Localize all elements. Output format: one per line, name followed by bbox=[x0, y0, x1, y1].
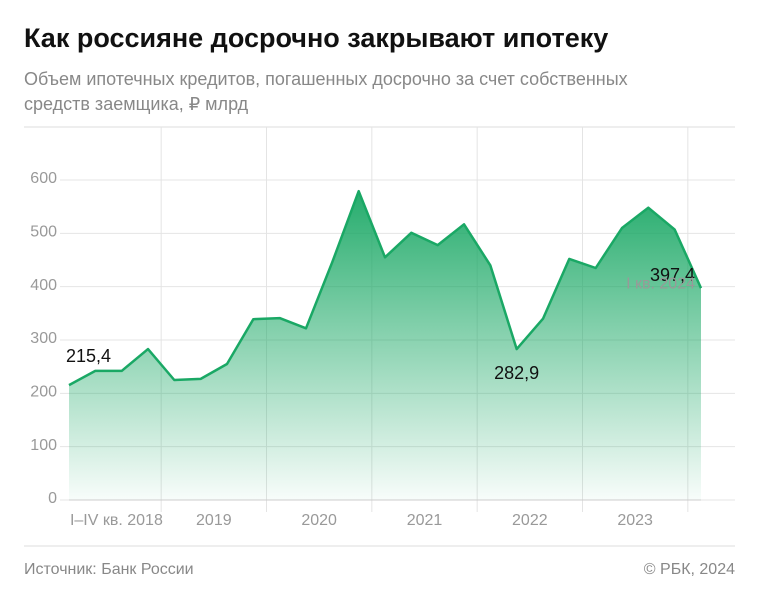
y-tick-label: 600 bbox=[30, 170, 57, 187]
credit: © РБК, 2024 bbox=[644, 561, 735, 578]
y-tick-label: 500 bbox=[30, 224, 57, 241]
area bbox=[69, 191, 701, 500]
y-tick-label: 300 bbox=[30, 330, 57, 347]
value-label: 215,4 bbox=[66, 346, 111, 366]
x-tick-label: 2020 bbox=[301, 512, 337, 529]
value-label: 397,4 bbox=[650, 265, 695, 285]
note: I кв. 2024 bbox=[626, 275, 695, 292]
y-tick-label: 200 bbox=[30, 384, 57, 401]
y-tick-label: 100 bbox=[30, 437, 57, 454]
y-tick-label: 400 bbox=[30, 277, 57, 294]
plot: 0 100 200 300 400 500 600 I–IV кв. 2018 2019 2020… bbox=[30, 127, 735, 529]
subtitle: Объем ипотечных кредитов, погашенных дос… bbox=[24, 69, 628, 89]
x-tick-label: I–IV кв. 2018 bbox=[70, 512, 163, 529]
chart-title: Как россияне досрочно закрывают ипотеку bbox=[24, 23, 608, 53]
x-tick-label: 2021 bbox=[407, 512, 443, 529]
subtitle: средств заемщика, ₽ млрд bbox=[24, 94, 249, 114]
y-tick-label: 0 bbox=[48, 490, 57, 507]
value-label: 282,9 bbox=[494, 363, 539, 383]
x-tick-label: 2019 bbox=[196, 512, 232, 529]
source: Источник: Банк России bbox=[24, 561, 194, 578]
x-tick-label: 2023 bbox=[617, 512, 653, 529]
x-tick-label: 2022 bbox=[512, 512, 548, 529]
line bbox=[68, 189, 703, 387]
